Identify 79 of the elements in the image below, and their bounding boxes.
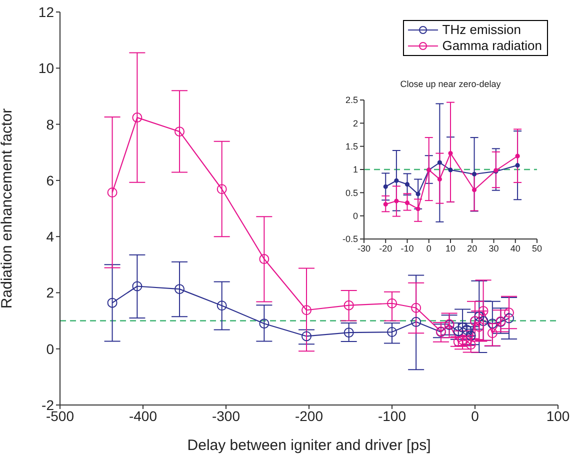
x-tick-label: -100 [378, 408, 406, 424]
point [466, 340, 476, 350]
y-axis-title: Radiation enhancement factor [0, 108, 16, 309]
point [302, 331, 312, 342]
x-tick-label: -30 [357, 243, 371, 254]
point [404, 200, 410, 206]
y-tick-label: 1 [352, 164, 358, 175]
point [472, 188, 477, 192]
point [383, 184, 388, 189]
point [474, 322, 484, 332]
y-tick-label: 4 [46, 228, 54, 245]
x-tick-label: -20 [379, 243, 392, 254]
point [216, 184, 227, 194]
legend-label: Gamma radiation [442, 38, 542, 54]
y-tick-label: 0.5 [345, 188, 358, 198]
point [387, 298, 397, 308]
point [107, 188, 118, 198]
chart-title: Close up near zero-delay [399, 79, 502, 89]
x-tick-label: -10 [400, 243, 414, 254]
point [474, 312, 484, 322]
point [411, 302, 422, 313]
y-tick-label: 2 [46, 284, 54, 301]
point [478, 306, 488, 316]
point [259, 254, 270, 264]
x-tick-label: 40 [510, 243, 520, 254]
point [302, 305, 312, 316]
point [487, 328, 498, 338]
point [132, 112, 142, 123]
y-tick-label: 2 [352, 118, 358, 128]
x-tick-label: -400 [128, 408, 158, 424]
y-tick-label: 8 [46, 116, 54, 132]
point [437, 160, 442, 165]
y-tick-label: 6 [46, 172, 54, 188]
point [504, 313, 514, 324]
x-tick-label: 0 [471, 408, 480, 424]
point [466, 330, 476, 341]
point [132, 281, 142, 292]
x-tick-label: 10 [445, 243, 456, 254]
point [174, 126, 185, 137]
point [487, 318, 498, 329]
point [458, 322, 468, 333]
point [344, 328, 354, 338]
point [416, 192, 420, 196]
point [394, 178, 399, 183]
legend-label: THz emission [442, 22, 522, 38]
point [453, 326, 464, 336]
y-tick-label: 0 [46, 340, 54, 357]
y-tick-label: 2.5 [345, 95, 358, 106]
point [411, 316, 422, 327]
x-tick-label: -300 [212, 408, 240, 424]
x-tick-label: 50 [532, 243, 542, 254]
x-axis-title: Delay between igniter and driver [ps] [187, 437, 431, 454]
x-tick-label: -200 [294, 408, 324, 424]
point [344, 300, 354, 310]
x-tick-label: 30 [488, 243, 499, 254]
x-tick-label: 20 [467, 243, 478, 254]
point [515, 163, 520, 168]
point [478, 316, 488, 326]
point [404, 182, 410, 187]
point [216, 300, 227, 311]
y-tick-label: 1.5 [345, 142, 358, 152]
point [504, 308, 514, 318]
y-tick-label: 12 [38, 4, 54, 20]
y-tick-label: 10 [38, 60, 54, 76]
point [259, 318, 270, 329]
point [515, 154, 520, 158]
point [387, 327, 397, 338]
point [394, 198, 399, 204]
point [174, 284, 185, 294]
y-tick-label: 0 [352, 211, 358, 222]
point [448, 150, 453, 156]
point [107, 298, 118, 308]
point [448, 168, 453, 172]
x-tick-label: 100 [546, 408, 570, 424]
x-tick-label: 0 [426, 243, 432, 254]
point [383, 202, 388, 207]
point [416, 206, 420, 212]
y-tick-label: -0.5 [342, 234, 358, 244]
point [437, 176, 442, 182]
